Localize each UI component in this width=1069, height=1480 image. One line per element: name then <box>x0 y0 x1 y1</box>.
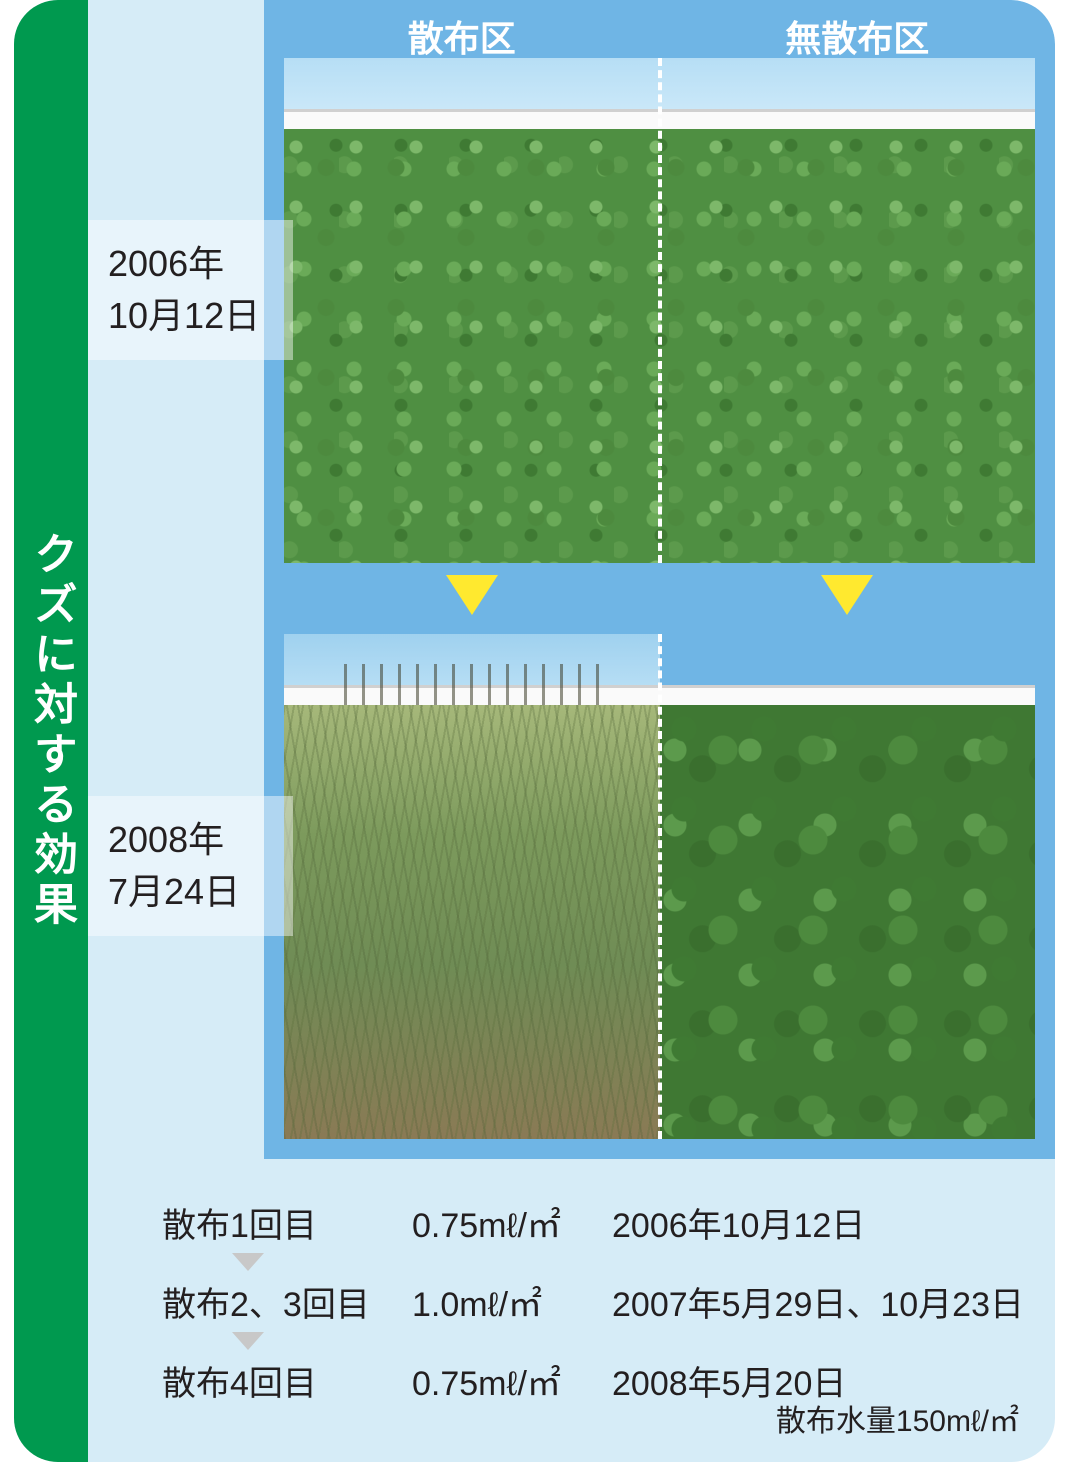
schedule-label: 散布4回目 <box>162 1350 412 1411</box>
schedule-rate: 0.75mℓ/㎡ <box>412 1192 612 1253</box>
date-after-day: 7月24日 <box>108 866 293 918</box>
arrow-row <box>284 575 1035 625</box>
date-after-year: 2008年 <box>108 814 293 866</box>
photo-divider-dashed <box>658 634 662 1139</box>
chevron-down-icon <box>232 1332 264 1350</box>
down-arrow-icon <box>821 575 873 615</box>
date-label-after: 2008年 7月24日 <box>88 796 293 936</box>
schedule-rate: 1.0mℓ/㎡ <box>412 1271 612 1332</box>
schedule-rate: 0.75mℓ/㎡ <box>412 1350 612 1411</box>
vertical-title: クズに対する効果 <box>19 531 83 931</box>
schedule-row: 散布1回目 0.75mℓ/㎡ 2006年10月12日 <box>162 1192 1024 1253</box>
down-arrow-icon <box>446 575 498 615</box>
schedule-label: 散布2、3回目 <box>162 1271 412 1332</box>
photo-divider-dashed <box>658 58 662 563</box>
date-before-day: 10月12日 <box>108 290 293 342</box>
water-volume-footnote: 散布水量150mℓ/㎡ <box>776 1396 1019 1440</box>
schedule-date: 2007年5月29日、10月23日 <box>612 1271 1024 1332</box>
application-schedule: 散布1回目 0.75mℓ/㎡ 2006年10月12日 散布2、3回目 1.0mℓ… <box>162 1192 1024 1411</box>
schedule-separator <box>162 1253 1024 1271</box>
schedule-table: 散布1回目 0.75mℓ/㎡ 2006年10月12日 散布2、3回目 1.0mℓ… <box>162 1192 1024 1411</box>
date-label-before: 2006年 10月12日 <box>88 220 293 360</box>
schedule-label: 散布1回目 <box>162 1192 412 1253</box>
photo-after-untreated-area <box>660 705 1036 1139</box>
date-before-year: 2006年 <box>108 238 293 290</box>
col-header-treated: 散布区 <box>264 0 660 58</box>
schedule-date: 2006年10月12日 <box>612 1192 1024 1253</box>
chevron-down-icon <box>232 1253 264 1271</box>
info-card: クズに対する効果 散布区 無散布区 2006年 10月12日 <box>14 0 1055 1462</box>
photo-after-treated-area <box>284 705 660 1139</box>
col-header-untreated: 無散布区 <box>660 0 1056 58</box>
photo-before <box>284 58 1035 563</box>
schedule-row: 散布2、3回目 1.0mℓ/㎡ 2007年5月29日、10月23日 <box>162 1271 1024 1332</box>
photo-after <box>284 634 1035 1139</box>
column-headers: 散布区 無散布区 <box>264 0 1055 58</box>
schedule-separator <box>162 1332 1024 1350</box>
photo-panel: 散布区 無散布区 <box>264 0 1055 1159</box>
title-band: クズに対する効果 <box>14 0 88 1462</box>
